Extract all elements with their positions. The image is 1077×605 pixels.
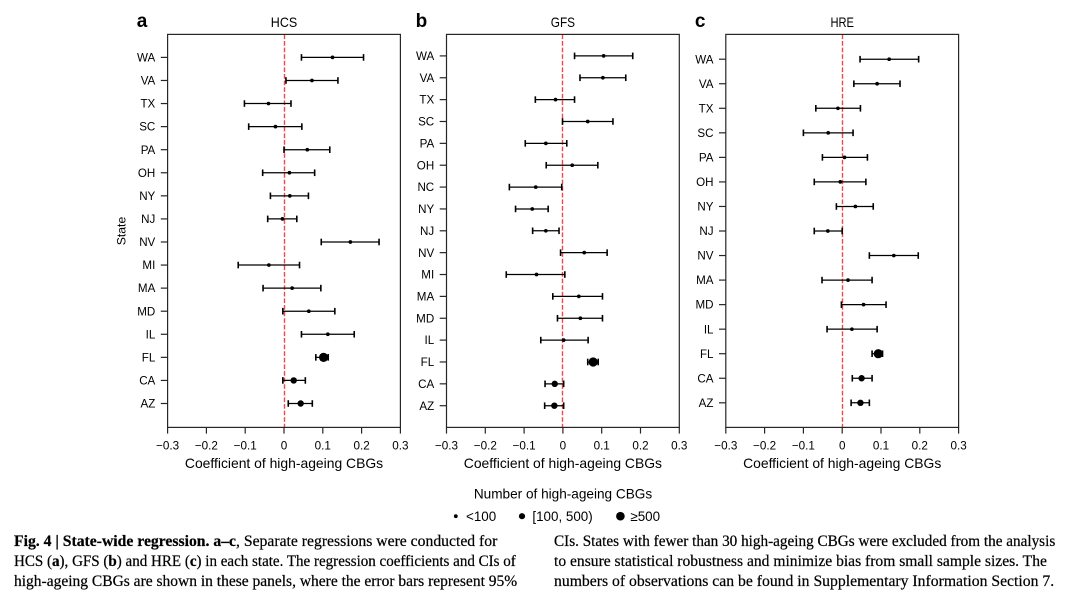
svg-text:VA: VA xyxy=(699,78,714,91)
svg-text:NY: NY xyxy=(139,190,155,203)
svg-text:Number of high-ageing CBGs: Number of high-ageing CBGs xyxy=(474,486,653,501)
svg-text:VA: VA xyxy=(141,75,156,88)
svg-text:−0.3: −0.3 xyxy=(435,439,458,452)
svg-text:CA: CA xyxy=(418,378,434,391)
svg-text:−0.2: −0.2 xyxy=(195,439,218,452)
svg-text:Coefficient of high-ageing CBG: Coefficient of high-ageing CBGs xyxy=(185,455,383,471)
svg-text:NJ: NJ xyxy=(420,225,434,238)
svg-text:SC: SC xyxy=(139,121,155,134)
svg-text:[100, 500): [100, 500) xyxy=(532,509,592,524)
svg-text:NJ: NJ xyxy=(699,225,713,238)
svg-text:State: State xyxy=(115,217,129,246)
svg-text:−0.2: −0.2 xyxy=(474,439,497,452)
svg-text:TX: TX xyxy=(699,102,714,115)
svg-text:IL: IL xyxy=(425,334,435,347)
svg-text:0.2: 0.2 xyxy=(912,439,928,452)
svg-text:SC: SC xyxy=(418,116,434,129)
svg-text:b: b xyxy=(416,11,428,32)
svg-text:PA: PA xyxy=(699,151,714,164)
svg-text:PA: PA xyxy=(141,144,156,157)
svg-text:0.1: 0.1 xyxy=(873,439,889,452)
svg-text:CA: CA xyxy=(139,375,155,388)
svg-text:a: a xyxy=(137,11,148,32)
svg-text:<100: <100 xyxy=(466,509,496,524)
svg-text:HRE: HRE xyxy=(830,15,854,30)
svg-text:FL: FL xyxy=(700,348,714,361)
svg-text:0: 0 xyxy=(281,439,288,452)
svg-text:Coefficient of high-ageing CBG: Coefficient of high-ageing CBGs xyxy=(743,455,941,471)
svg-text:AZ: AZ xyxy=(140,398,155,411)
svg-text:0.1: 0.1 xyxy=(315,439,331,452)
svg-text:0: 0 xyxy=(839,439,846,452)
svg-text:TX: TX xyxy=(140,98,155,111)
svg-text:MI: MI xyxy=(421,269,434,282)
svg-text:AZ: AZ xyxy=(699,397,714,410)
svg-text:NY: NY xyxy=(418,203,434,216)
svg-text:IL: IL xyxy=(146,328,156,341)
svg-text:MI: MI xyxy=(142,259,155,272)
svg-text:SC: SC xyxy=(697,127,713,140)
svg-text:c: c xyxy=(695,11,706,32)
svg-text:MA: MA xyxy=(417,290,435,303)
svg-text:0.1: 0.1 xyxy=(594,439,610,452)
svg-text:WA: WA xyxy=(695,53,714,66)
svg-text:−0.3: −0.3 xyxy=(156,439,179,452)
svg-text:PA: PA xyxy=(420,137,435,150)
svg-text:0.2: 0.2 xyxy=(632,439,648,452)
svg-text:NJ: NJ xyxy=(141,213,155,226)
svg-text:MA: MA xyxy=(138,282,156,295)
svg-text:TX: TX xyxy=(419,94,434,107)
svg-text:CA: CA xyxy=(697,372,713,385)
svg-text:NV: NV xyxy=(139,236,155,249)
svg-text:HCS: HCS xyxy=(271,15,297,30)
svg-text:MD: MD xyxy=(137,305,155,318)
svg-text:NV: NV xyxy=(697,250,713,263)
svg-text:OH: OH xyxy=(696,176,713,189)
svg-text:VA: VA xyxy=(420,72,435,85)
svg-text:OH: OH xyxy=(138,167,155,180)
svg-text:0.3: 0.3 xyxy=(392,439,408,452)
svg-text:≥500: ≥500 xyxy=(630,509,660,524)
svg-text:WA: WA xyxy=(416,50,435,63)
svg-text:MA: MA xyxy=(696,274,714,287)
svg-text:−0.3: −0.3 xyxy=(714,439,737,452)
svg-text:NY: NY xyxy=(697,201,713,214)
svg-text:−0.1: −0.1 xyxy=(234,439,257,452)
svg-text:IL: IL xyxy=(704,323,714,336)
svg-text:Coefficient of high-ageing CBG: Coefficient of high-ageing CBGs xyxy=(464,455,662,471)
svg-text:GFS: GFS xyxy=(551,15,575,30)
svg-text:NV: NV xyxy=(418,247,434,260)
svg-text:0.3: 0.3 xyxy=(950,439,966,452)
svg-text:NC: NC xyxy=(417,181,434,194)
svg-text:0.3: 0.3 xyxy=(671,439,687,452)
svg-text:OH: OH xyxy=(417,159,434,172)
svg-text:FL: FL xyxy=(142,351,156,364)
svg-text:0.2: 0.2 xyxy=(353,439,369,452)
svg-text:−0.1: −0.1 xyxy=(792,439,815,452)
svg-text:AZ: AZ xyxy=(419,400,434,413)
svg-text:0: 0 xyxy=(560,439,567,452)
svg-text:WA: WA xyxy=(137,52,156,65)
svg-text:MD: MD xyxy=(416,312,434,325)
svg-text:−0.1: −0.1 xyxy=(513,439,536,452)
svg-text:FL: FL xyxy=(421,356,435,369)
svg-text:MD: MD xyxy=(695,299,713,312)
svg-text:−0.2: −0.2 xyxy=(753,439,776,452)
